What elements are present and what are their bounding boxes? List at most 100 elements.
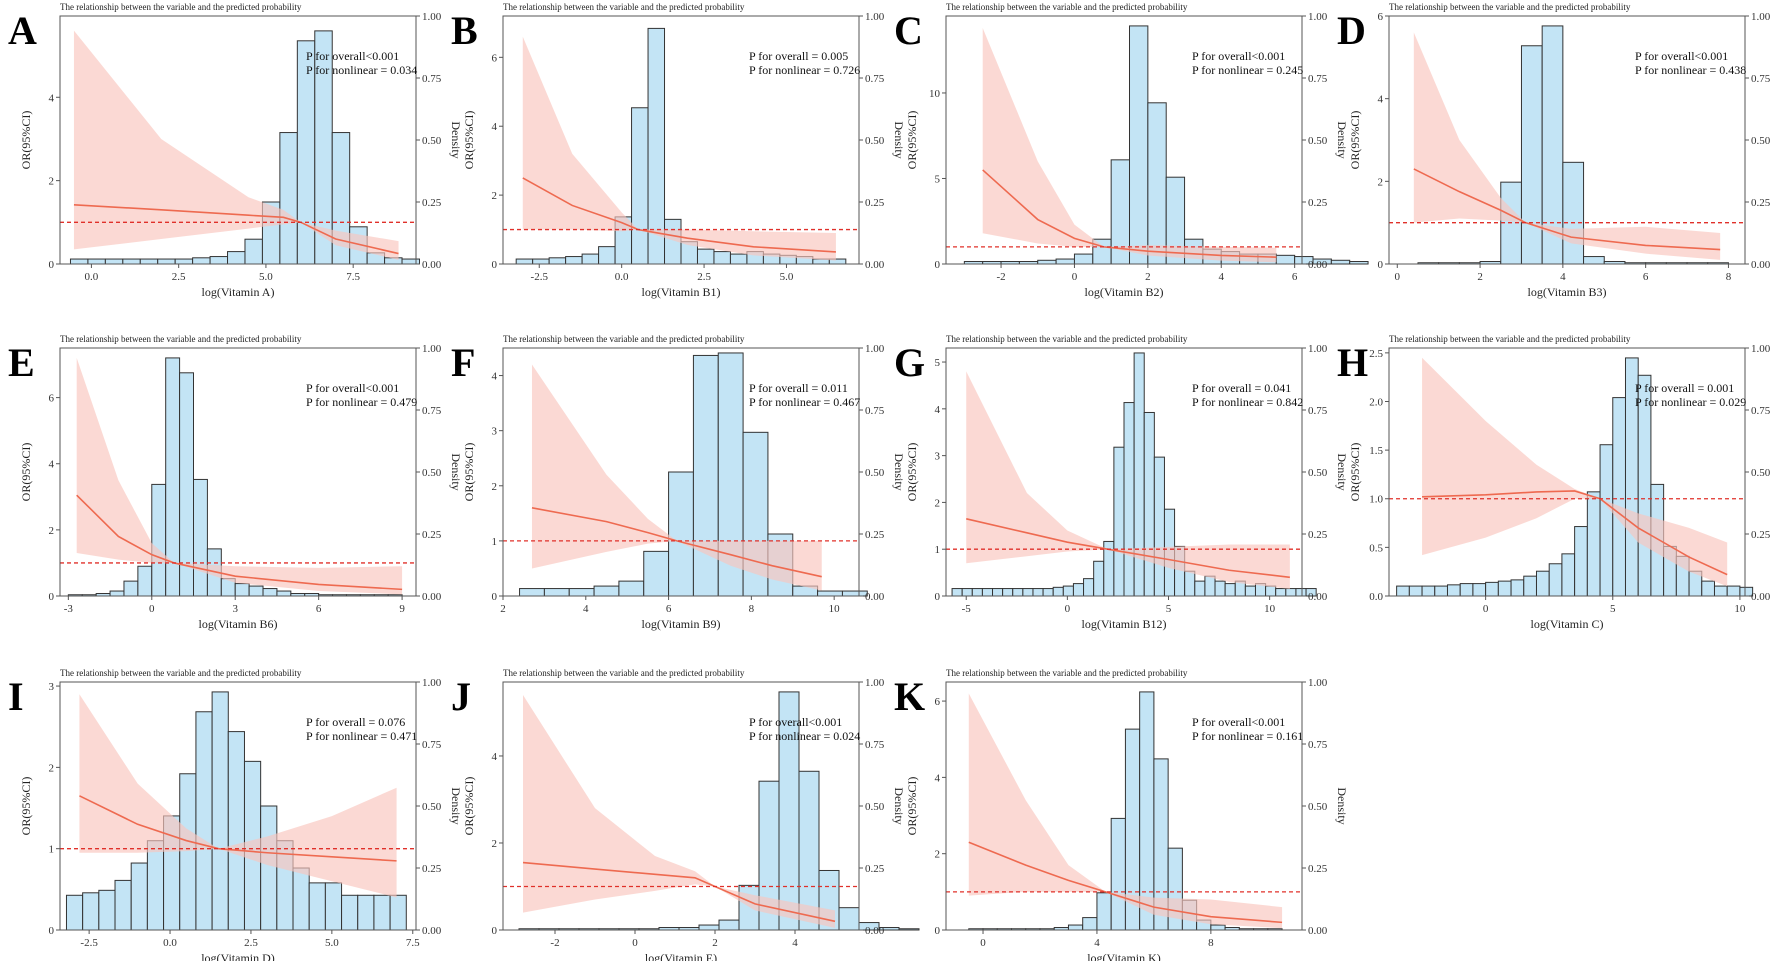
y-axis-label: OR(95%CI): [905, 777, 919, 836]
x-axis-label: log(Vitamin B3): [1528, 285, 1607, 299]
panel-letter: I: [8, 674, 24, 719]
y2-tick-label: 0.25: [865, 863, 885, 875]
or-curve: [522, 861, 836, 923]
y2-tick-label: 0.00: [1751, 591, 1771, 603]
or-curve: [73, 204, 399, 255]
histogram-bar: [1037, 259, 1057, 265]
y2-tick-label: 0.75: [1751, 73, 1771, 85]
y2-tick-label: 0.75: [1308, 739, 1328, 751]
x-tick-label: 10: [1264, 603, 1276, 615]
y-tick-label: 2.0: [1369, 396, 1383, 408]
confidence-band: [79, 694, 397, 898]
panel-title: The relationship between the variable an…: [1389, 334, 1631, 344]
panel-title: The relationship between the variable an…: [60, 668, 302, 678]
histogram-bar: [192, 257, 211, 265]
y-tick-label: 10: [929, 88, 941, 100]
panel-d: D The relationship between the variable a…: [1337, 2, 1771, 299]
histogram-bar: [729, 253, 748, 265]
histogram-bar: [668, 471, 694, 597]
y2-axis-label: Density: [449, 121, 463, 158]
p-overall: P for overall<0.001: [306, 49, 399, 63]
y-tick-label: 4: [492, 751, 498, 763]
y-tick-label: 2: [49, 176, 55, 188]
histogram-bar: [137, 565, 153, 597]
y-tick-label: 0: [492, 591, 498, 603]
panel-title: The relationship between the variable an…: [60, 2, 302, 12]
y2-tick-label: 0.50: [422, 467, 442, 479]
y-tick-label: 2: [49, 525, 55, 537]
histogram-bar: [104, 258, 124, 265]
y-tick-label: 3: [935, 451, 941, 463]
histogram-bar: [401, 258, 420, 265]
histogram-bar: [647, 27, 666, 265]
x-tick-label: -2: [996, 271, 1005, 283]
panel-title: The relationship between the variable an…: [503, 668, 745, 678]
histogram-bar: [1510, 579, 1525, 597]
histogram-bar: [838, 907, 860, 931]
y-tick-label: 0: [935, 259, 941, 271]
x-tick-label: -3: [64, 603, 74, 615]
y-tick-label: 0.5: [1369, 542, 1383, 554]
x-tick-label: 2.5: [697, 271, 711, 283]
x-axis-label: log(Vitamin B6): [199, 617, 278, 631]
panel-title: The relationship between the variable an…: [946, 668, 1188, 678]
y-axis-label: OR(95%CI): [19, 443, 33, 502]
panel-a: A The relationship between the variable a…: [8, 2, 463, 299]
y2-tick-label: 0.25: [422, 197, 442, 209]
confidence-band: [982, 27, 1277, 263]
histogram-bar: [384, 257, 403, 265]
histogram-bar: [981, 588, 994, 597]
y-tick-label: 0: [49, 925, 55, 937]
x-axis-label: log(Vitamin B9): [642, 617, 721, 631]
confidence-band: [1422, 357, 1728, 587]
y-tick-label: 4: [492, 371, 498, 383]
histogram-bar: [692, 354, 719, 597]
histogram-bar: [1446, 584, 1461, 597]
y-tick-label: 4: [1378, 94, 1384, 106]
y-tick-label: 4: [935, 404, 941, 416]
histogram-bar: [1275, 254, 1296, 265]
x-tick-label: 7.5: [346, 271, 360, 283]
histogram-bar: [1330, 259, 1351, 265]
y2-tick-label: 0.50: [865, 467, 885, 479]
y2-axis-label: Density: [892, 453, 906, 490]
x-tick-label: 2.5: [172, 271, 186, 283]
panel-k: K The relationship between the variable a…: [894, 668, 1349, 961]
y-tick-label: 0: [1378, 259, 1384, 271]
x-tick-label: 5: [1166, 603, 1172, 615]
y-tick-label: 6: [935, 696, 941, 708]
p-overall: P for overall<0.001: [1192, 49, 1285, 63]
y2-tick-label: 1.00: [865, 11, 885, 23]
histogram-bar: [568, 588, 595, 597]
x-tick-label: 10: [1734, 603, 1746, 615]
x-tick-label: 2: [1477, 271, 1483, 283]
histogram-bar: [1548, 563, 1563, 597]
x-tick-label: -2.5: [531, 271, 549, 283]
x-tick-label: 9: [399, 603, 405, 615]
histogram-bar: [1434, 585, 1448, 597]
y-axis-label: OR(95%CI): [462, 777, 476, 836]
x-tick-label: 0.0: [163, 937, 177, 949]
histogram-bar: [951, 588, 963, 597]
y-tick-label: 1.0: [1369, 494, 1383, 506]
panel-title: The relationship between the variable an…: [503, 2, 745, 12]
y-tick-label: 1: [492, 536, 498, 548]
x-tick-label: 5.0: [325, 937, 339, 949]
x-tick-label: 4: [1219, 271, 1225, 283]
confidence-band: [1413, 32, 1721, 260]
histogram-bar: [1214, 580, 1226, 597]
y2-tick-label: 0.25: [1308, 529, 1328, 541]
histogram-bar: [618, 580, 645, 597]
y2-tick-label: 0.50: [865, 801, 885, 813]
y-axis-label: OR(95%CI): [1348, 111, 1362, 170]
y-axis-label: OR(95%CI): [462, 443, 476, 502]
histogram-bar: [260, 805, 278, 931]
histogram-bar: [209, 256, 229, 265]
histogram-bar: [1701, 580, 1715, 597]
histogram-bar: [1093, 560, 1105, 597]
histogram-bar: [598, 246, 616, 265]
p-overall: P for overall = 0.001: [1635, 381, 1734, 395]
histogram-bar: [817, 590, 843, 597]
y2-tick-label: 0.75: [865, 405, 885, 417]
x-tick-label: 5.0: [780, 271, 794, 283]
